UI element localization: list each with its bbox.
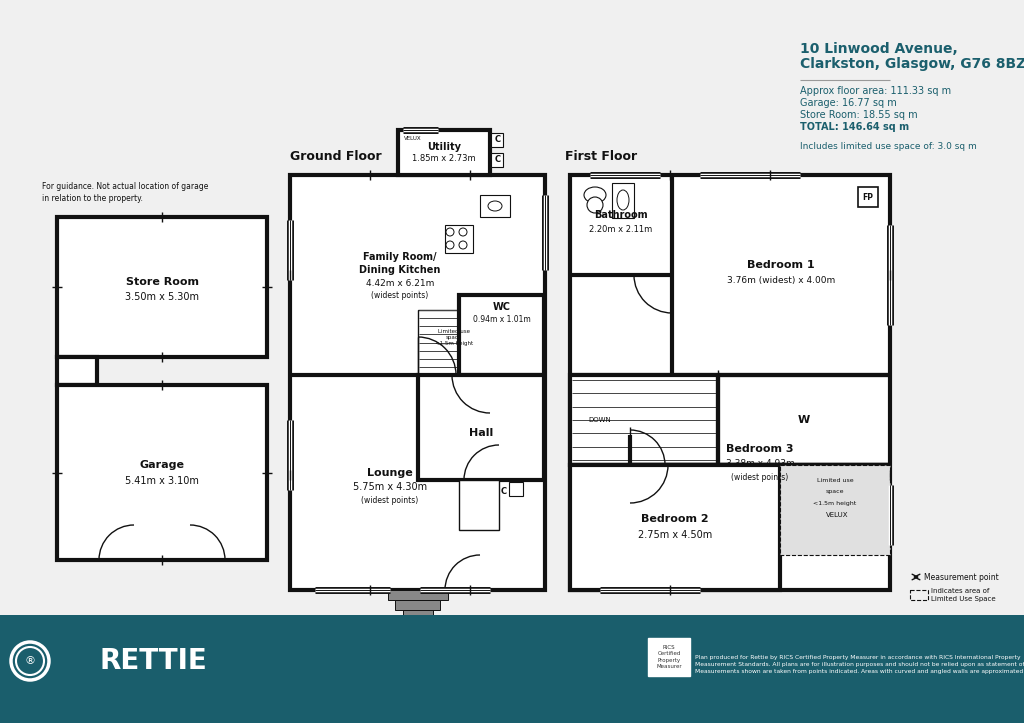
Ellipse shape (488, 201, 502, 211)
Text: Lounge: Lounge (368, 468, 413, 477)
Text: For guidance. Not actual location of garage
in relation to the property.: For guidance. Not actual location of gar… (42, 182, 208, 203)
Text: Limited use
space
<1.5m height: Limited use space <1.5m height (435, 329, 473, 346)
Text: Store Room: Store Room (126, 277, 199, 287)
Circle shape (446, 241, 454, 249)
Text: (widest points): (widest points) (361, 496, 419, 505)
Text: VELUX: VELUX (404, 135, 422, 140)
Text: Includes limited use space of: 3.0 sq m: Includes limited use space of: 3.0 sq m (800, 142, 977, 151)
Text: Bedroom 2: Bedroom 2 (641, 515, 709, 524)
Ellipse shape (584, 187, 606, 203)
Text: W: W (798, 415, 810, 425)
Text: Bedroom 3: Bedroom 3 (726, 444, 794, 454)
Bar (0, 615, 1024, 723)
Bar (570, 375, 718, 465)
Text: Clarkston, Glasgow, G76 8BZ: Clarkston, Glasgow, G76 8BZ (800, 57, 1024, 71)
Circle shape (459, 241, 467, 249)
Text: Approx floor area: 111.33 sq m: Approx floor area: 111.33 sq m (800, 86, 951, 96)
Bar (612, 183, 634, 218)
Text: Indicates area of
Limited Use Space: Indicates area of Limited Use Space (931, 588, 995, 602)
Bar (780, 465, 890, 555)
Text: 10 Linwood Avenue,: 10 Linwood Avenue, (800, 42, 957, 56)
Text: C: C (495, 155, 501, 165)
Text: WC: WC (493, 302, 511, 312)
Text: DOWN: DOWN (589, 417, 611, 423)
Bar (648, 638, 690, 676)
Text: Plan produced for Rettie by RICS Certified Property Measurer in accordance with : Plan produced for Rettie by RICS Certifi… (695, 655, 1024, 675)
Text: FP: FP (862, 192, 873, 202)
Bar (418, 375, 544, 480)
Text: 2.75m x 4.50m: 2.75m x 4.50m (638, 531, 712, 541)
Text: Bathroom: Bathroom (594, 210, 648, 220)
Bar (490, 133, 503, 147)
Bar (57, 385, 267, 560)
Text: First Floor: First Floor (565, 150, 637, 163)
Bar (490, 153, 503, 167)
Bar (57, 357, 97, 385)
Bar (459, 295, 544, 375)
Bar (480, 195, 510, 217)
Text: RETTIE: RETTIE (100, 647, 208, 675)
Bar (509, 482, 523, 496)
Text: 5.75m x 4.30m: 5.75m x 4.30m (353, 482, 427, 492)
Text: 0.94m x 1.01m: 0.94m x 1.01m (473, 315, 530, 323)
Bar (402, 610, 432, 620)
Ellipse shape (617, 190, 629, 210)
Text: Utility: Utility (427, 142, 461, 152)
Text: Garage: 16.77 sq m: Garage: 16.77 sq m (800, 98, 897, 108)
Bar (395, 600, 440, 610)
Text: RICS
Certified
Property
Measurer: RICS Certified Property Measurer (656, 645, 682, 669)
Text: Garage: Garage (139, 461, 184, 471)
Text: (widest points): (widest points) (731, 474, 788, 482)
Text: 4.42m x 6.21m: 4.42m x 6.21m (366, 280, 434, 288)
Bar (418, 310, 490, 375)
Text: 3.38m x 4.93m: 3.38m x 4.93m (726, 460, 795, 469)
Text: 1.85m x 2.73m: 1.85m x 2.73m (413, 154, 476, 163)
Bar (800, 485, 874, 545)
Circle shape (587, 197, 603, 213)
Bar (570, 465, 780, 590)
Text: 3.76m (widest) x 4.00m: 3.76m (widest) x 4.00m (727, 275, 836, 284)
Text: 5.41m x 3.10m: 5.41m x 3.10m (125, 476, 199, 487)
Text: 3.50m x 5.30m: 3.50m x 5.30m (125, 292, 199, 302)
Text: space: space (825, 489, 844, 495)
Text: Bedroom 1: Bedroom 1 (748, 260, 815, 270)
Text: ®: ® (25, 656, 36, 666)
Polygon shape (764, 615, 1024, 723)
Bar (57, 217, 267, 357)
Text: Store Room: 18.55 sq m: Store Room: 18.55 sq m (800, 110, 918, 120)
Text: Family Room/: Family Room/ (364, 252, 437, 262)
Bar (459, 480, 499, 530)
Text: Limited use: Limited use (817, 477, 853, 482)
Circle shape (446, 228, 454, 236)
Bar (398, 130, 490, 175)
Text: (widest points): (widest points) (372, 291, 429, 301)
Text: VELUX: VELUX (826, 512, 849, 518)
Bar (570, 175, 890, 590)
Text: TOTAL: 146.64 sq m: TOTAL: 146.64 sq m (800, 122, 909, 132)
Circle shape (459, 228, 467, 236)
Bar (387, 590, 447, 600)
Text: Hall: Hall (469, 427, 494, 437)
Text: <1.5m height: <1.5m height (813, 502, 857, 507)
Text: Measurement point: Measurement point (924, 573, 998, 581)
Text: C: C (495, 135, 501, 145)
Text: C: C (501, 487, 507, 497)
Bar (445, 225, 473, 253)
Bar (910, 590, 928, 600)
Bar (290, 175, 545, 590)
Text: Ground Floor: Ground Floor (290, 150, 382, 163)
Text: Dining Kitchen: Dining Kitchen (359, 265, 440, 275)
Text: 2.20m x 2.11m: 2.20m x 2.11m (590, 226, 652, 234)
